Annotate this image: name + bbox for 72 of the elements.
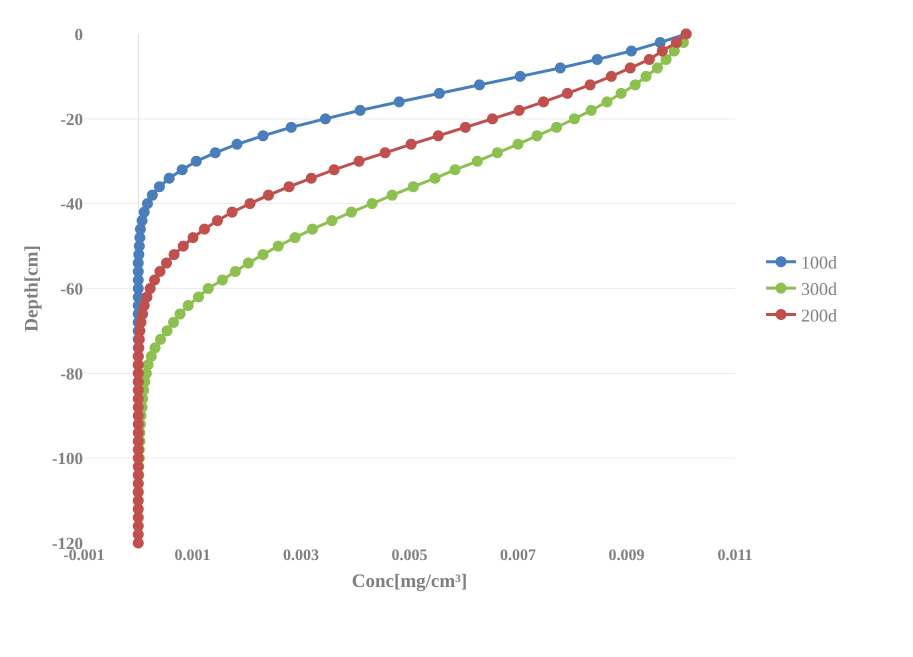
point	[162, 325, 172, 336]
x-tick-label: 0.005	[392, 547, 428, 564]
legend-label: 300d	[801, 279, 838, 300]
point	[306, 224, 318, 235]
x-tick-label: 0.001	[174, 547, 210, 564]
y-axis-title: Depth[cm]	[22, 245, 43, 332]
point	[192, 291, 204, 302]
point	[660, 54, 672, 65]
point	[652, 62, 663, 74]
point	[154, 181, 165, 192]
x-tick-label: 0.011	[717, 547, 753, 564]
point	[430, 172, 440, 184]
point	[146, 190, 158, 201]
point	[258, 249, 269, 260]
point	[616, 88, 627, 99]
point	[176, 164, 188, 176]
point	[531, 130, 542, 142]
point	[434, 88, 445, 99]
point	[286, 122, 297, 133]
point	[601, 96, 612, 108]
point	[568, 113, 580, 124]
point	[472, 156, 483, 167]
point	[366, 198, 378, 210]
point	[231, 138, 242, 150]
y-tick-label: -40	[60, 194, 83, 214]
point	[182, 300, 194, 311]
point	[258, 130, 269, 142]
x-axis-title: Conc[mg/cm³]	[352, 570, 468, 592]
y-tick-label: -60	[60, 279, 83, 298]
point	[474, 79, 485, 90]
point	[142, 198, 153, 210]
y-tick-label: -80	[60, 364, 83, 384]
point	[626, 45, 637, 56]
point	[146, 350, 157, 362]
point	[210, 147, 221, 158]
point	[630, 79, 641, 90]
y-tick-label: -20	[60, 110, 83, 129]
point	[586, 104, 597, 116]
point	[450, 164, 461, 176]
point	[492, 147, 503, 158]
point	[386, 190, 398, 201]
x-tick-label: 0.009	[608, 547, 644, 564]
point	[592, 54, 603, 65]
x-tick-label: 0.007	[500, 547, 536, 564]
legend-label: 200d	[801, 306, 838, 326]
point	[408, 181, 419, 192]
point	[190, 156, 202, 167]
legend-label: 100d	[801, 252, 838, 273]
point	[216, 274, 228, 286]
point	[326, 215, 338, 226]
point	[554, 62, 566, 74]
point	[512, 138, 524, 150]
point	[346, 206, 357, 218]
y-tick-label: -100	[52, 449, 83, 468]
point	[290, 232, 301, 244]
point	[168, 316, 180, 328]
point	[640, 70, 652, 82]
point	[150, 342, 161, 354]
point	[164, 172, 175, 184]
y-tick-label: 0	[74, 24, 83, 44]
point	[154, 334, 166, 345]
point	[242, 258, 254, 269]
point	[320, 113, 331, 124]
point	[551, 122, 562, 133]
point	[272, 240, 284, 252]
point	[514, 70, 526, 82]
x-tick-label: 0.003	[283, 547, 319, 564]
point	[230, 266, 241, 278]
point	[354, 104, 366, 116]
point	[202, 283, 214, 294]
point	[174, 308, 186, 320]
point	[394, 96, 405, 108]
